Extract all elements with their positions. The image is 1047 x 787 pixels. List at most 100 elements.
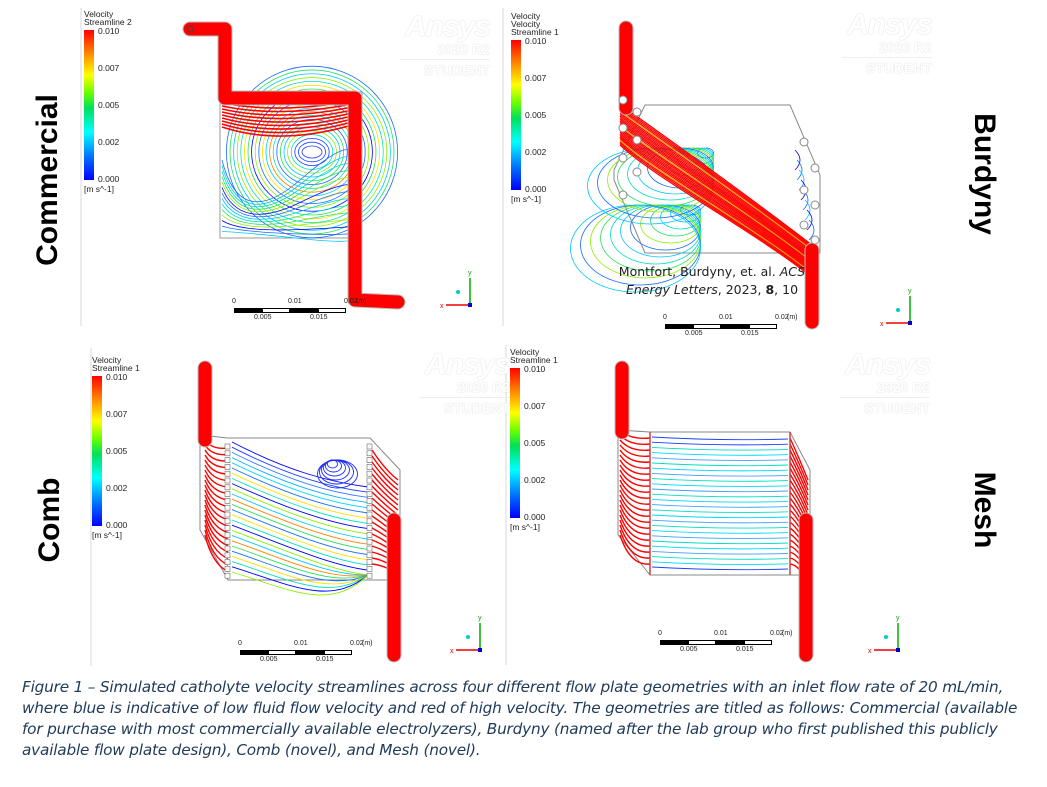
streamline (221, 231, 354, 242)
streamline (231, 529, 369, 576)
panel-label-mesh: Mesh (968, 471, 1001, 549)
streamline (233, 73, 391, 231)
axis-origin (468, 303, 472, 307)
streamline (619, 122, 813, 260)
streamline (221, 97, 353, 106)
watermark-version: 2020 R2 (877, 379, 930, 395)
streamline (619, 104, 813, 246)
scale-label: 0.02 (770, 630, 784, 637)
streamline (789, 545, 809, 571)
streamline (619, 118, 813, 258)
watermark-brand: Ansys (846, 8, 933, 41)
streamline (619, 107, 813, 249)
streamline (637, 147, 714, 195)
comb-tooth (224, 457, 231, 463)
streamline (204, 479, 229, 501)
streamline (619, 459, 651, 475)
scale-label: 0.005 (680, 646, 698, 653)
streamline (651, 504, 789, 508)
color-legend: Velocity Streamline 2 0.010 0.007 0.005 0.002… (84, 10, 154, 210)
streamline (619, 115, 813, 255)
y-axis-label: y (478, 615, 482, 622)
streamline (794, 149, 801, 171)
streamline (651, 530, 789, 534)
streamline (651, 488, 789, 493)
streamline (619, 444, 651, 457)
comb-tooth (366, 572, 373, 579)
commercial-flow-path (183, 22, 405, 309)
streamline (789, 563, 809, 586)
comb-tooth (224, 545, 231, 552)
color-legend: Velocity Streamline 1 0.010 0.007 0.005 0.002… (510, 348, 580, 548)
commercial-flow-path-outline (182, 21, 406, 310)
streamline (619, 106, 813, 247)
streamline (317, 459, 358, 489)
streamline (231, 535, 369, 576)
scale-label: 0.01 (719, 314, 733, 321)
streamline (619, 474, 651, 493)
ansys-watermark: Ansys 2020 R2 STUDENT (420, 350, 511, 415)
streamline (371, 521, 399, 541)
streamline (697, 147, 714, 159)
streamline (371, 527, 399, 546)
streamline (660, 204, 701, 230)
streamline (221, 106, 353, 116)
color-legend: Velocity Velocity Streamline 1 0.010 0.007 0.… (511, 12, 581, 212)
streamline (231, 524, 369, 571)
comb-tooth (224, 532, 231, 538)
comb-tooth (366, 559, 373, 565)
legend-tick-label: 0.000 (98, 174, 120, 184)
streamline (371, 533, 399, 551)
legend-color-bar (84, 30, 94, 180)
streamline (221, 198, 354, 220)
comb-tooth (224, 572, 231, 579)
streamline (619, 509, 651, 535)
streamline (221, 156, 354, 205)
streamline (806, 209, 813, 231)
streamline (789, 437, 809, 481)
streamline (221, 170, 354, 210)
streamline (204, 449, 229, 462)
streamline (789, 497, 809, 531)
streamline (221, 103, 353, 113)
streamline (619, 469, 651, 487)
comb-tooth (224, 443, 231, 450)
streamline (327, 459, 338, 469)
comb-tooth (224, 477, 231, 484)
streamline (325, 459, 342, 473)
legend-unit: [m s^-1] (510, 522, 540, 532)
comb-tooth (366, 518, 373, 525)
streamline (371, 497, 399, 521)
streamline (789, 467, 809, 506)
streamline (371, 539, 399, 556)
streamline (221, 118, 353, 130)
x-axis-label: x (440, 303, 444, 310)
streamline (231, 467, 369, 514)
streamline (651, 462, 789, 467)
streamline (670, 204, 701, 223)
legend-tick-label: 0.007 (98, 63, 120, 73)
streamline (619, 439, 651, 451)
legend-title-line: Velocity (84, 9, 114, 19)
streamline (789, 557, 809, 581)
watermark-version: 2020 R2 (879, 39, 932, 55)
streamline (231, 509, 369, 556)
streamline (619, 434, 651, 445)
streamline (290, 134, 334, 170)
x-axis-label: x (880, 321, 884, 328)
legend-unit: [m s^-1] (92, 530, 122, 540)
support-pillar (799, 137, 809, 147)
legend-tick-label: 0.002 (98, 137, 120, 147)
streamline (789, 515, 809, 546)
scale-segment (693, 324, 721, 329)
streamline (294, 138, 330, 166)
citation-authors: Montfort, Burdyny, et. al. (618, 264, 776, 279)
streamline (231, 457, 369, 504)
legend-tick-label: 0.010 (524, 364, 546, 374)
streamline (651, 483, 789, 487)
streamline (221, 203, 354, 223)
support-pillar (618, 95, 628, 105)
streamline (619, 126, 813, 264)
streamline (619, 139, 813, 275)
comb-tooth (224, 566, 231, 572)
